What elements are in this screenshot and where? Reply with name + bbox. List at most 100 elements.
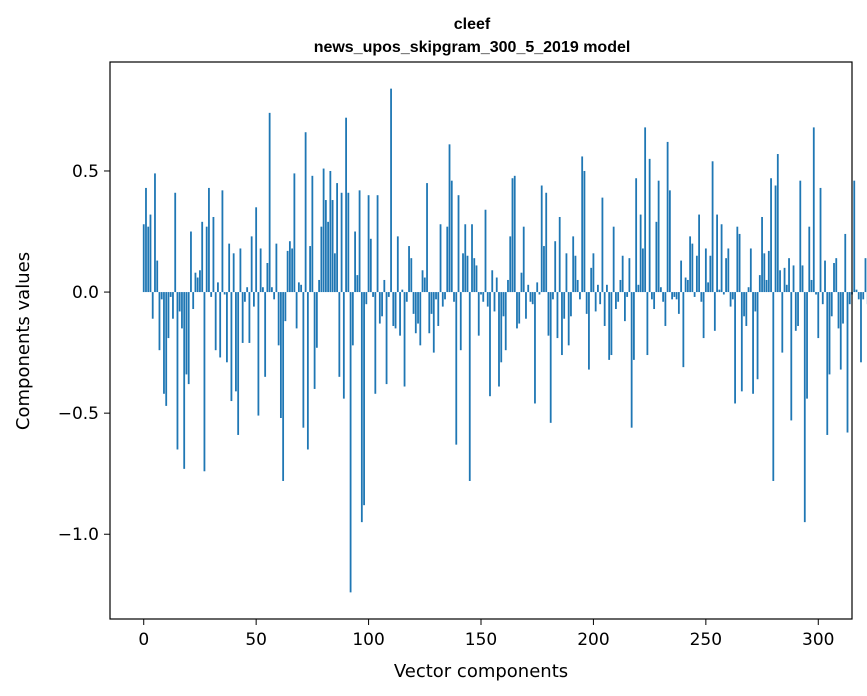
bar-258 [722, 292, 725, 295]
bar-180 [547, 292, 550, 336]
bar-141 [459, 292, 462, 351]
bar-277 [765, 279, 768, 293]
bar-117 [405, 292, 408, 302]
bar-269 [747, 287, 750, 293]
bar-255 [716, 214, 718, 293]
bar-160 [502, 292, 505, 317]
bar-145 [468, 292, 471, 481]
bar-170 [525, 292, 527, 319]
bar-104 [376, 195, 379, 293]
bar-291 [797, 292, 799, 326]
bar-125 [423, 277, 426, 293]
bar-85 [333, 253, 336, 293]
bar-70 [300, 284, 303, 293]
bar-164 [511, 178, 514, 293]
bar-162 [507, 279, 509, 293]
bar-17 [181, 292, 183, 329]
bar-19 [185, 292, 188, 375]
bar-189 [567, 292, 570, 346]
bar-101 [369, 238, 372, 293]
bar-49 [253, 292, 255, 307]
bar-115 [401, 289, 404, 293]
bar-154 [489, 292, 491, 397]
x-tick-label: 100 [352, 630, 384, 650]
bar-134 [444, 292, 446, 300]
bar-150 [480, 292, 482, 295]
bar-64 [286, 250, 289, 293]
bar-73 [306, 292, 309, 450]
bar-58 [273, 292, 276, 300]
bar-11 [167, 292, 170, 339]
bar-95 [356, 275, 359, 293]
bar-198 [588, 292, 590, 370]
bar-195 [581, 156, 584, 293]
bar-0 [142, 224, 145, 293]
bar-294 [803, 292, 806, 523]
bar-215 [626, 292, 629, 297]
bar-69 [297, 282, 300, 293]
bar-15 [176, 292, 179, 450]
bar-224 [646, 292, 649, 356]
bar-129 [432, 292, 435, 353]
bar-318 [857, 292, 860, 300]
bar-303 [824, 260, 826, 293]
bar-175 [536, 282, 539, 293]
bar-275 [761, 216, 763, 293]
x-axis-ticks: 0 50 100 150 200 250 300 [138, 619, 834, 650]
bar-57 [270, 287, 273, 293]
bar-35 [221, 190, 224, 293]
bar-156 [493, 292, 496, 312]
bar-87 [338, 292, 341, 377]
bar-99 [365, 292, 368, 305]
bar-306 [830, 292, 833, 317]
bar-10 [165, 292, 168, 406]
bar-16 [178, 292, 181, 312]
bar-34 [219, 292, 222, 358]
bar-216 [628, 258, 631, 293]
bar-174 [534, 292, 536, 404]
y-tick-label: −0.5 [58, 404, 99, 424]
bar-267 [743, 292, 745, 317]
bar-307 [833, 263, 835, 293]
bar-130 [435, 292, 437, 300]
bar-131 [437, 292, 440, 326]
bar-25 [199, 270, 201, 293]
bar-48 [250, 236, 253, 293]
bar-124 [421, 270, 424, 293]
bar-204 [601, 197, 604, 293]
bar-246 [695, 255, 698, 293]
plot-frame [109, 61, 853, 620]
bar-53 [262, 287, 264, 293]
bar-278 [767, 250, 770, 293]
bar-250 [704, 248, 707, 293]
bar-176 [538, 292, 541, 295]
bar-228 [655, 221, 658, 293]
bar-213 [621, 255, 624, 293]
bar-137 [450, 180, 453, 293]
bar-78 [318, 279, 321, 293]
bar-77 [315, 292, 318, 348]
bar-86 [336, 183, 338, 293]
bar-319 [860, 292, 862, 363]
bar-243 [689, 236, 692, 293]
bar-199 [590, 267, 593, 293]
bar-290 [794, 292, 797, 331]
bar-211 [617, 292, 620, 302]
bar-183 [554, 241, 557, 293]
x-tick-label: 250 [690, 630, 722, 650]
y-axis-ticks: −1.0 −0.5 0.0 0.5 [58, 162, 110, 545]
bar-210 [615, 292, 617, 310]
bar-30 [210, 292, 213, 297]
bar-28 [205, 226, 208, 293]
bar-39 [230, 292, 233, 402]
bar-158 [498, 292, 500, 387]
bar-90 [345, 117, 347, 293]
bar-41 [235, 292, 237, 392]
bar-201 [594, 292, 597, 312]
bar-8 [160, 292, 163, 300]
bar-92 [349, 292, 352, 593]
bar-311 [842, 292, 844, 324]
bar-6 [156, 260, 159, 293]
bar-9 [163, 292, 165, 394]
bar-251 [707, 282, 709, 293]
